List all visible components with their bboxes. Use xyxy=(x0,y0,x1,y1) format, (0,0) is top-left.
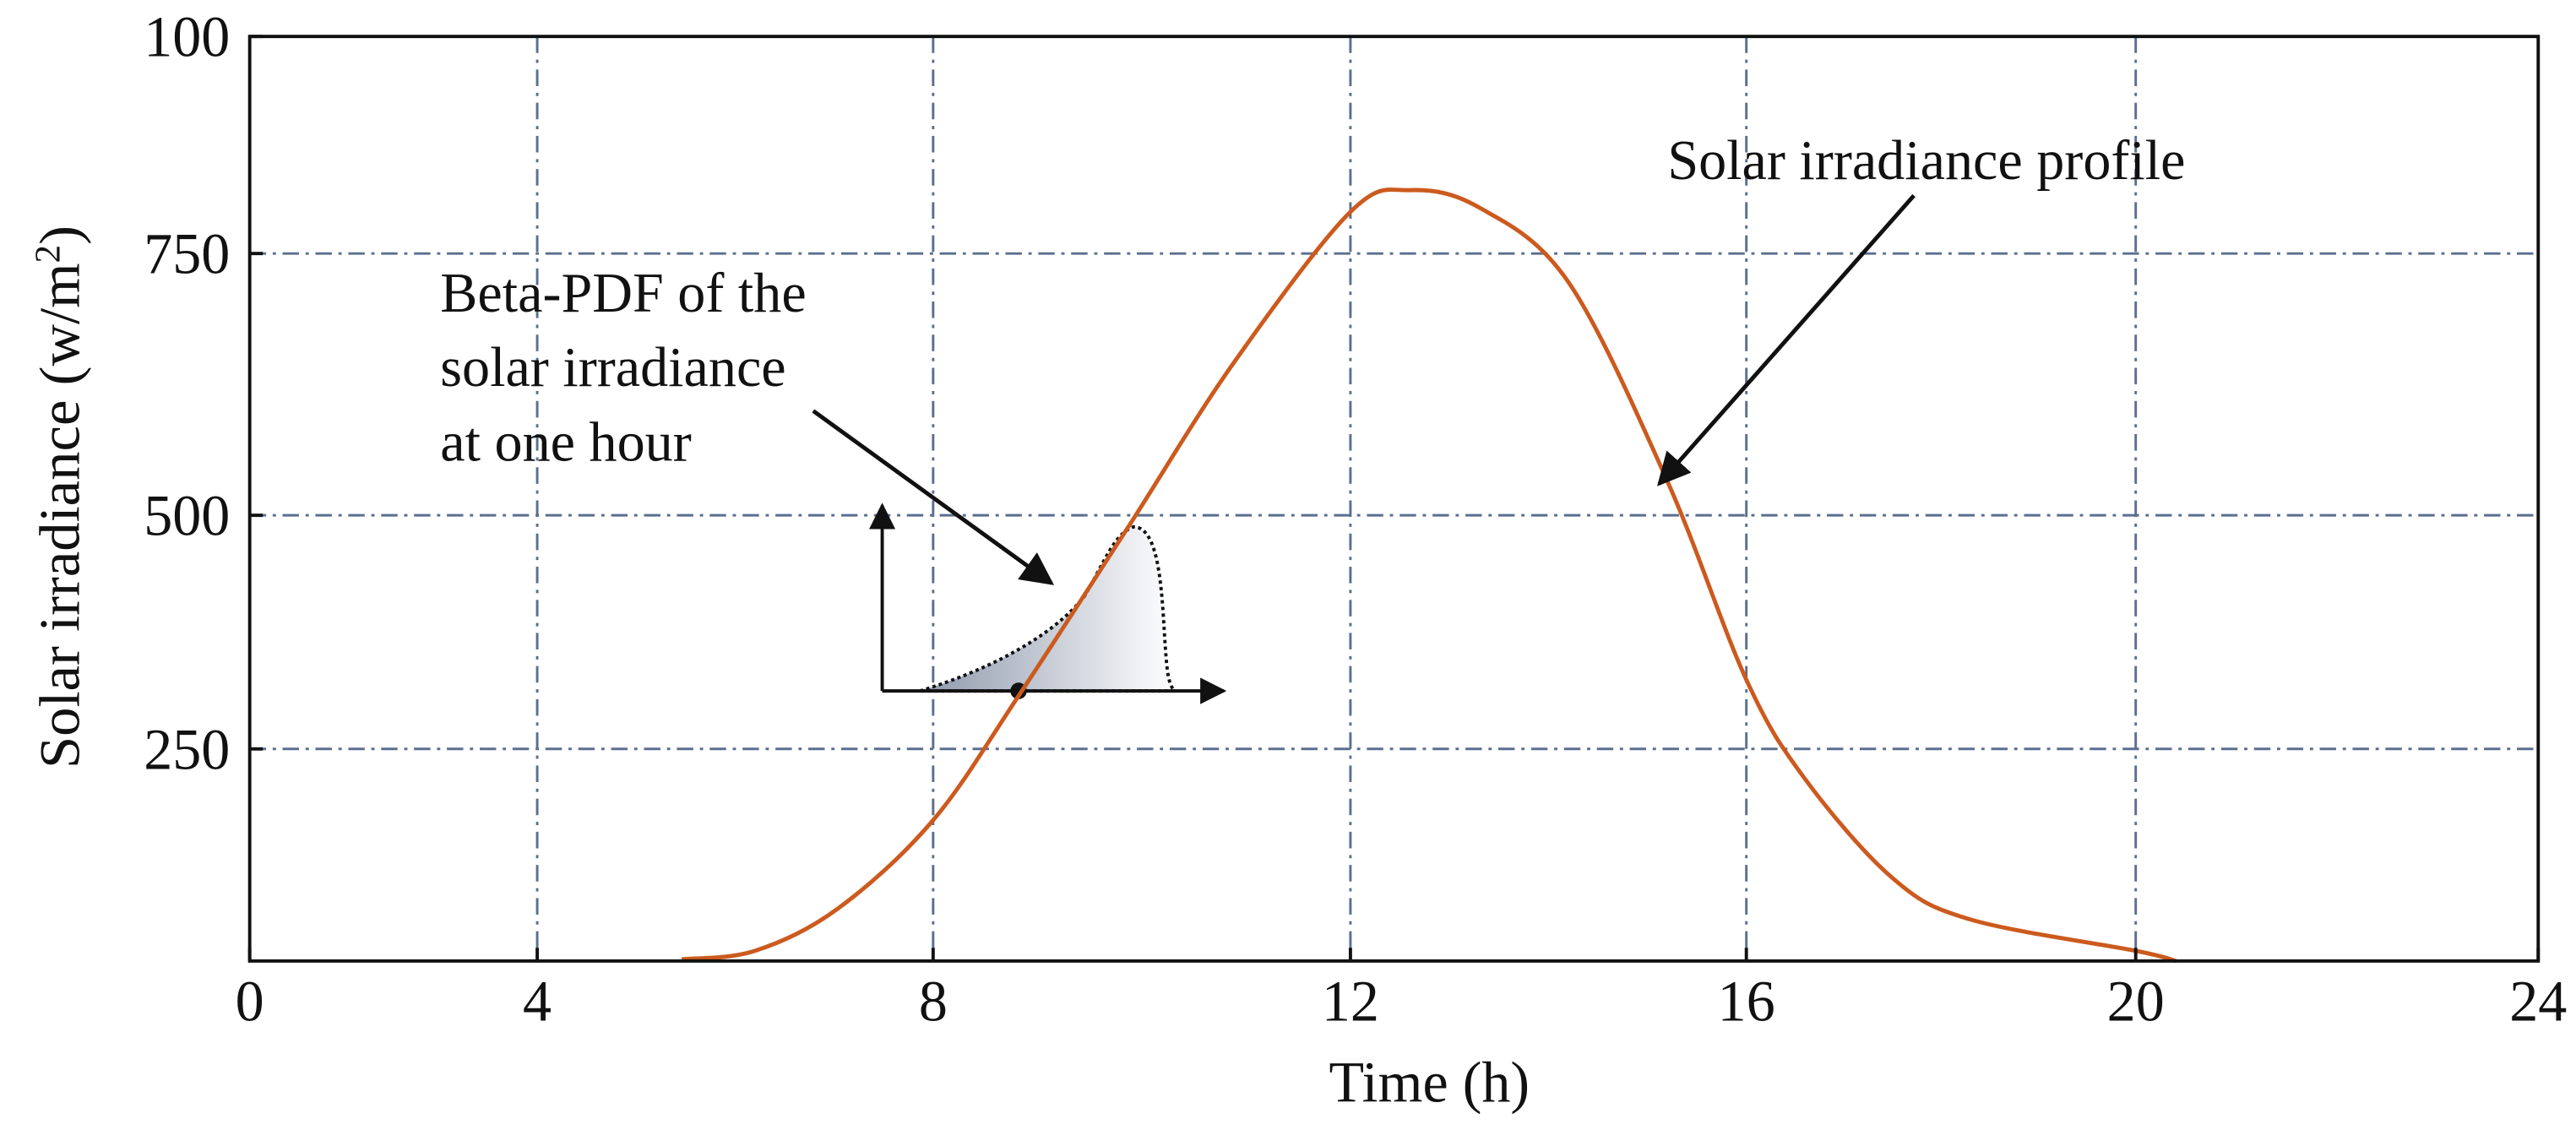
annotation-arrow xyxy=(812,409,1055,585)
annotation-text: Beta-PDF of the xyxy=(440,263,806,324)
x-tick-label: 24 xyxy=(2509,969,2567,1033)
pdf-shape xyxy=(919,524,1179,693)
y-tick-label: 750 xyxy=(144,221,230,285)
annotation-text: solar irradiance xyxy=(440,337,785,399)
x-tick-label: 8 xyxy=(919,969,948,1033)
x-tick-label: 16 xyxy=(1718,969,1775,1033)
x-tick-label: 0 xyxy=(236,969,264,1033)
y-tick-label: 100 xyxy=(144,4,230,68)
x-tick-label: 4 xyxy=(523,969,552,1033)
annotation: Beta-PDF of the solar irradiance at one … xyxy=(440,263,1055,585)
y-tick-label: 500 xyxy=(144,483,230,547)
annotation-text: at one hour xyxy=(440,411,691,473)
grid xyxy=(249,36,2539,961)
x-tick-label: 20 xyxy=(2107,969,2165,1033)
data-line xyxy=(681,187,2177,964)
plot-frame xyxy=(247,35,2541,963)
plot xyxy=(681,187,2177,964)
annotation-text: Solar irradiance profile xyxy=(1667,130,2185,192)
y-tick-label: 250 xyxy=(144,717,230,781)
ticks: 0 4 8 12 16 20 24 100 750 500 250 xyxy=(144,4,2567,1033)
y-label-superscript: 2 xyxy=(28,245,68,263)
y-label-text: ) xyxy=(28,225,92,245)
x-axis-label: Time (h) xyxy=(1329,1050,1530,1114)
annotation: Solar irradiance profile xyxy=(1657,130,2186,486)
y-axis-label: Solar irradiance (w/m2) xyxy=(28,225,92,769)
x-tick-label: 12 xyxy=(1322,969,1379,1033)
y-label-text: Solar irradiance (w/m xyxy=(28,263,92,769)
annotation-arrow xyxy=(1657,193,1916,486)
